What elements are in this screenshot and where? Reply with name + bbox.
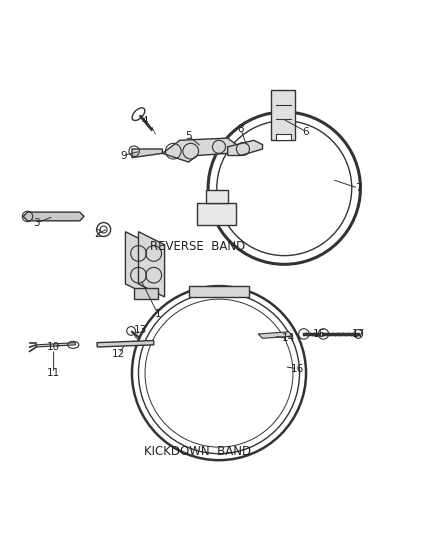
Text: 15: 15 [312,329,326,339]
Text: 14: 14 [282,333,295,343]
Text: 6: 6 [303,126,309,136]
Text: 8: 8 [237,124,244,134]
Text: 10: 10 [47,342,60,352]
Polygon shape [97,341,154,347]
Text: 5: 5 [185,131,192,141]
Bar [188,286,250,297]
Text: 2: 2 [94,229,100,239]
Text: 11: 11 [47,368,60,378]
Polygon shape [162,138,237,162]
Polygon shape [125,232,152,297]
Bar [271,90,295,140]
Polygon shape [36,343,75,347]
Polygon shape [132,149,162,158]
Text: 13: 13 [134,325,147,335]
Polygon shape [138,232,165,297]
Text: 3: 3 [33,218,39,228]
Text: KICKDOWN  BAND: KICKDOWN BAND [144,445,251,458]
Text: REVERSE  BAND: REVERSE BAND [150,240,245,253]
Text: 4: 4 [142,116,148,126]
Text: 9: 9 [120,150,127,160]
Text: 7: 7 [355,183,362,193]
Polygon shape [258,332,293,338]
Text: 1: 1 [155,309,161,319]
Bar [197,204,237,225]
Text: 12: 12 [112,349,126,359]
Text: 16: 16 [291,364,304,374]
Bar [206,190,228,204]
Bar [276,134,291,140]
Polygon shape [228,140,262,156]
Polygon shape [23,212,84,221]
Bar [134,288,158,299]
Text: 17: 17 [352,329,365,339]
